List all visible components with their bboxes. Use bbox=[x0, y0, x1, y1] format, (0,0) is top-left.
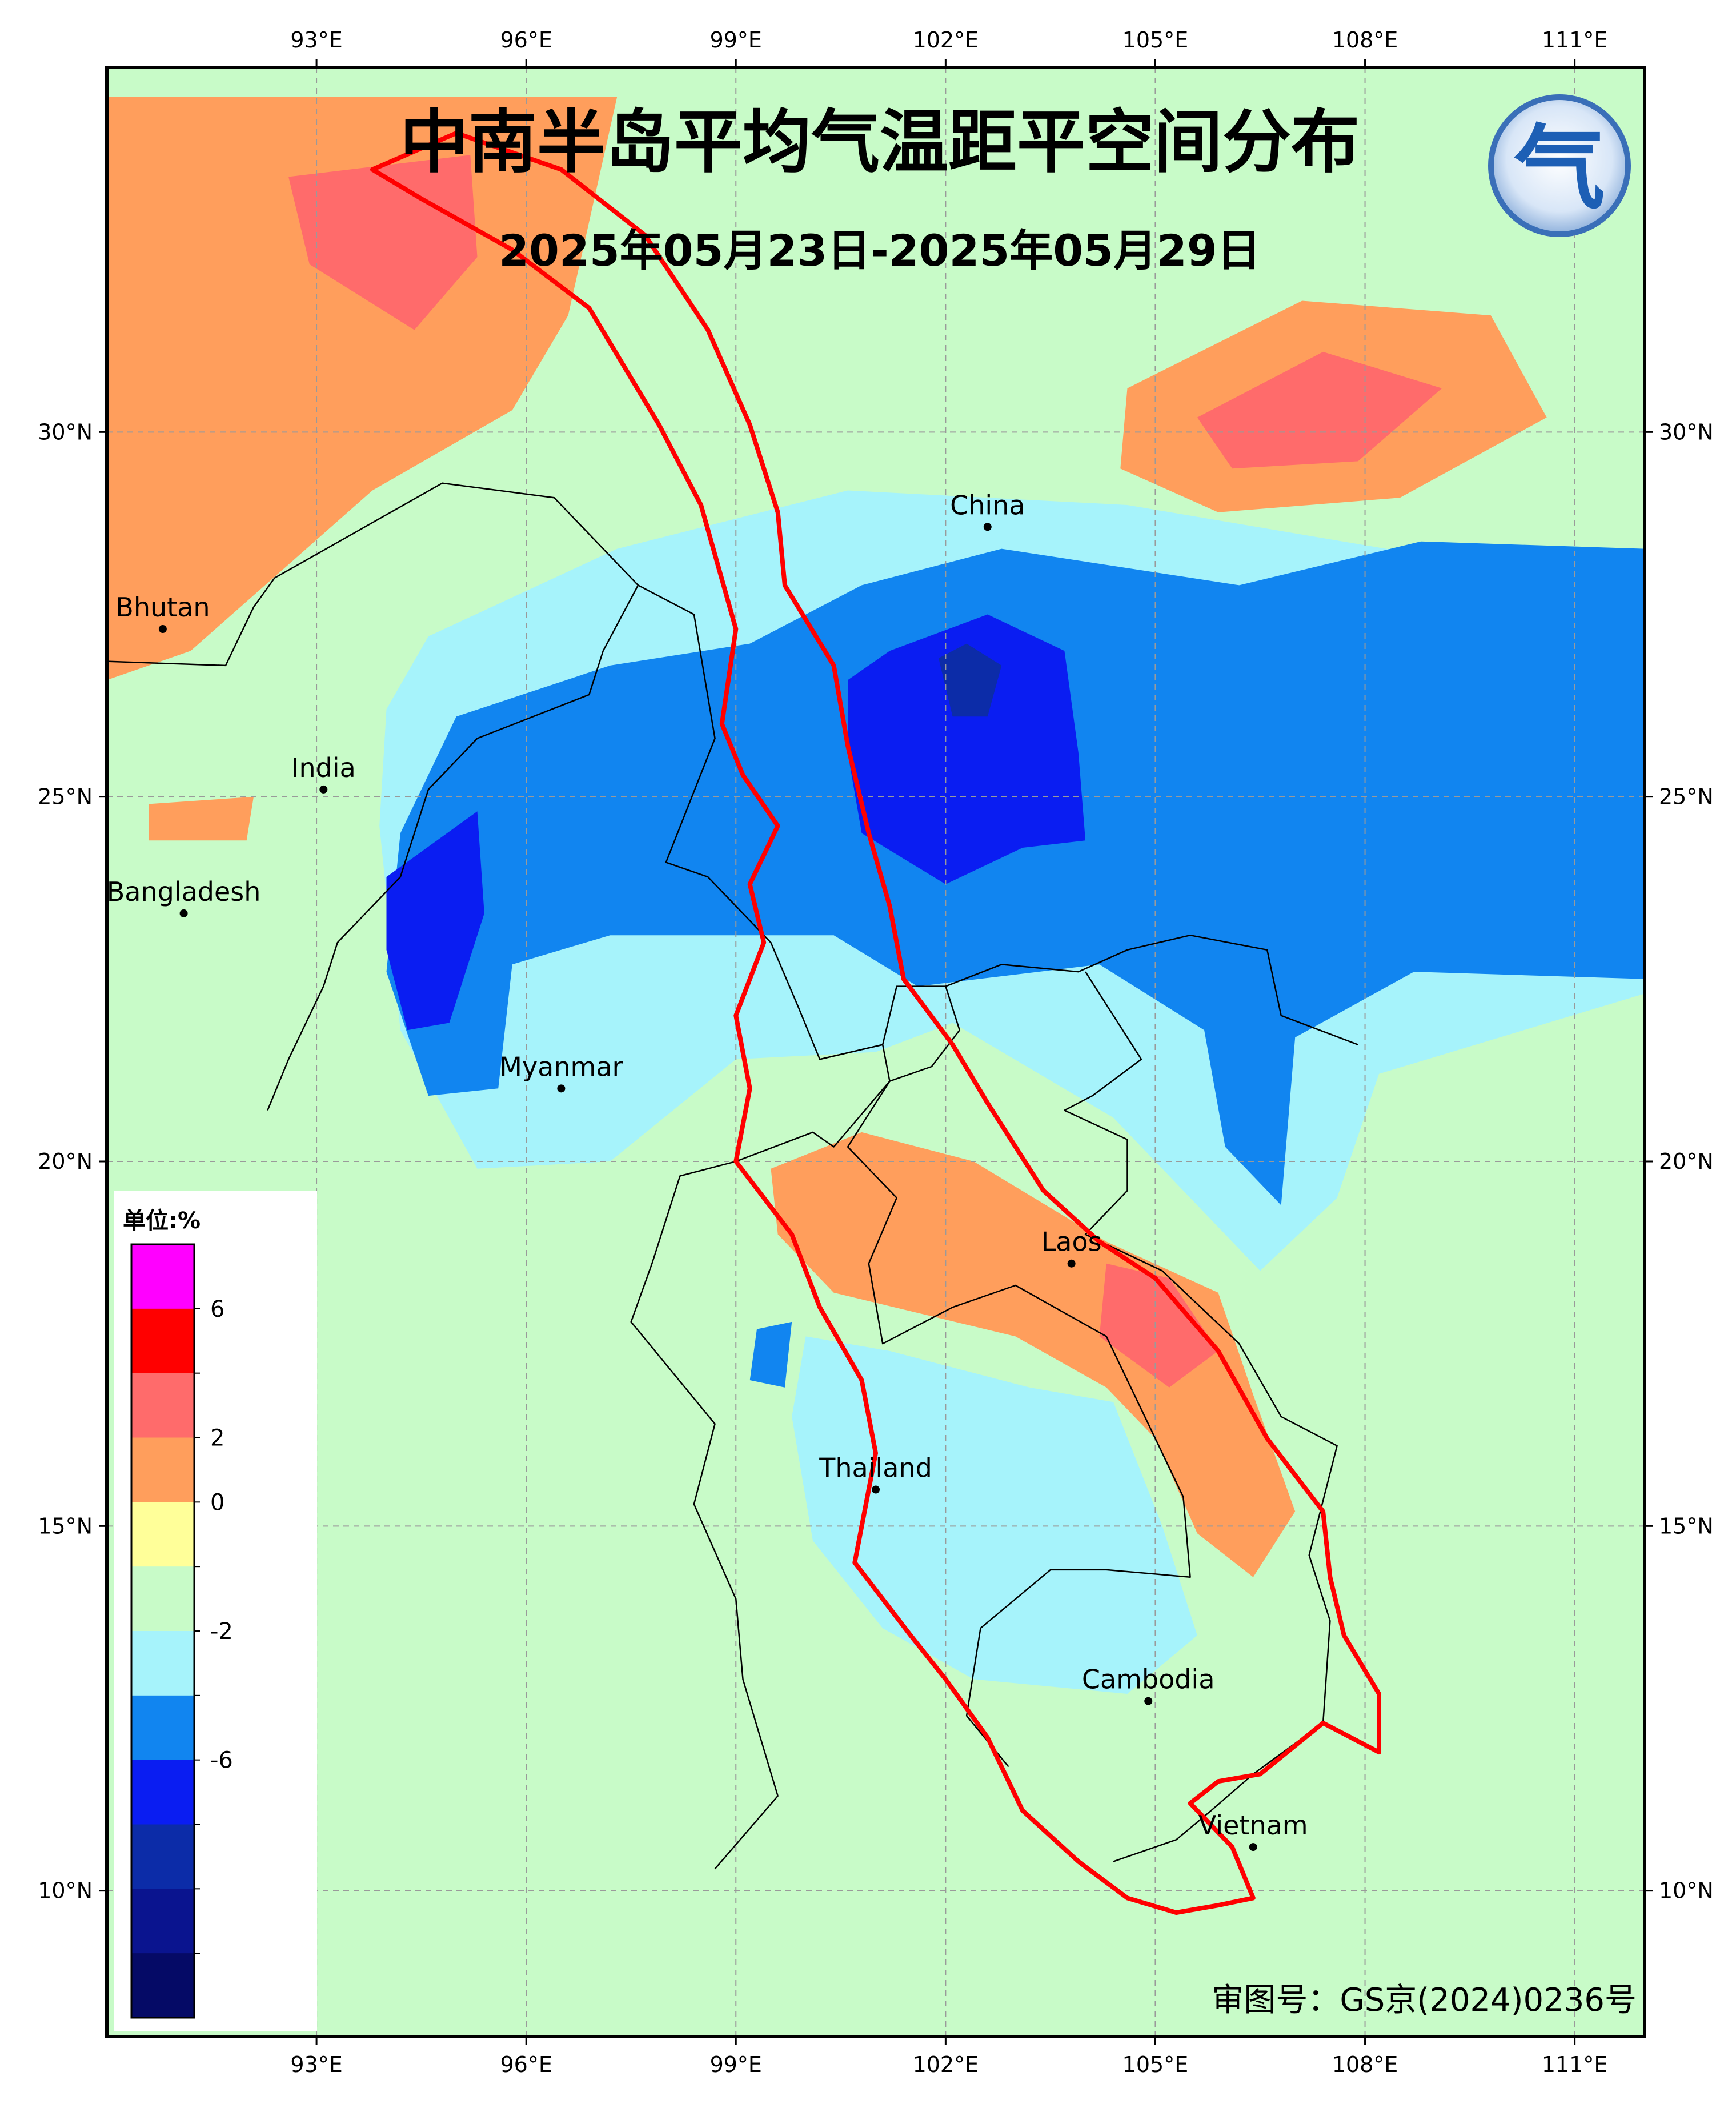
tick-label-lat-left: 30°N bbox=[38, 419, 93, 444]
anomaly-region-13 bbox=[1099, 1263, 1218, 1388]
place-marker-china bbox=[983, 523, 992, 531]
place-label-cambodia: Cambodia bbox=[1082, 1664, 1215, 1695]
place-label-myanmar: Myanmar bbox=[499, 1051, 623, 1082]
colorbar-tick-label: -6 bbox=[210, 1748, 233, 1774]
colorbar-ticks: 6 2 0 -2 -6 bbox=[194, 1296, 233, 1954]
tick-label-lon-bottom: 102°E bbox=[913, 2052, 979, 2077]
tick-label-lat-right: 25°N bbox=[1659, 784, 1714, 809]
tick-label-lon-top: 93°E bbox=[290, 27, 342, 53]
place-label-vietnam: Vietnam bbox=[1198, 1810, 1308, 1841]
tick-label-lon-bottom: 93°E bbox=[290, 2052, 342, 2077]
anomaly-region-0 bbox=[107, 97, 618, 680]
approval-number: 审图号：GS京(2024)0236号 bbox=[1212, 1982, 1637, 2019]
place-label-china: China bbox=[950, 490, 1025, 520]
colorbar-swatch-9 bbox=[131, 1824, 194, 1889]
map-frame bbox=[105, 66, 1646, 2038]
tick-label-lon-top: 105°E bbox=[1122, 27, 1189, 53]
colorbar-tick-label: 0 bbox=[210, 1489, 224, 1516]
place-marker-bangladesh bbox=[179, 909, 188, 917]
colorbar: 单位:% 6 2 0 -2 -6 bbox=[114, 1191, 317, 2031]
place-marker-laos bbox=[1067, 1259, 1076, 1268]
country-border-1 bbox=[638, 584, 1358, 1060]
lancang-mekong-basin-boundary bbox=[370, 130, 1381, 1915]
anomaly-region-10 bbox=[792, 1336, 1197, 1694]
place-marker-thailand bbox=[872, 1485, 880, 1494]
colorbar-swatch-8 bbox=[131, 1760, 194, 1825]
tick-label-lon-bottom: 111°E bbox=[1542, 2052, 1608, 2077]
tick-label-lon-top: 96°E bbox=[500, 27, 552, 53]
anomaly-fill-layer bbox=[107, 97, 1645, 1694]
colorbar-unit-label: 单位:% bbox=[123, 1208, 201, 1234]
place-label-laos: Laos bbox=[1041, 1227, 1102, 1257]
map-subtitle: 2025年05月23日-2025年05月29日 bbox=[499, 225, 1261, 276]
country-border-3 bbox=[847, 986, 1191, 1768]
tick-label-lon-bottom: 108°E bbox=[1332, 2052, 1398, 2077]
tick-label-lat-left: 25°N bbox=[38, 784, 93, 809]
place-label-thailand: Thailand bbox=[819, 1453, 932, 1484]
anomaly-region-1 bbox=[288, 155, 478, 330]
tick-label-lat-right: 20°N bbox=[1659, 1149, 1714, 1174]
tick-label-lon-top: 102°E bbox=[913, 27, 979, 53]
colorbar-swatch-10 bbox=[131, 1889, 194, 1954]
country-border-4 bbox=[1064, 971, 1338, 1862]
tick-label-lat-right: 30°N bbox=[1659, 419, 1714, 444]
tick-label-lon-bottom: 105°E bbox=[1122, 2052, 1189, 2077]
place-marker-bhutan bbox=[158, 625, 167, 634]
colorbar-tick-label: -2 bbox=[210, 1618, 233, 1645]
anomaly-region-3 bbox=[1197, 351, 1442, 469]
tick-label-lon-top: 99°E bbox=[710, 27, 762, 53]
place-marker-myanmar bbox=[557, 1084, 566, 1093]
anomaly-region-12 bbox=[771, 1132, 1296, 1577]
place-label-india: India bbox=[291, 752, 356, 783]
tick-label-lat-right: 15°N bbox=[1659, 1513, 1714, 1538]
colorbar-swatch-5 bbox=[131, 1566, 194, 1632]
place-marker-cambodia bbox=[1144, 1697, 1153, 1705]
colorbar-swatch-2 bbox=[131, 1373, 194, 1438]
colorbar-swatch-0 bbox=[131, 1244, 194, 1309]
anomaly-region-7 bbox=[386, 811, 484, 1031]
colorbar-swatch-4 bbox=[131, 1502, 194, 1567]
colorbar-swatches bbox=[131, 1244, 194, 2018]
logo-glyph: 气 bbox=[1514, 114, 1605, 222]
place-labels: China Bhutan India Bangladesh Myanmar Laos Tha… bbox=[107, 490, 1308, 1852]
place-marker-vietnam bbox=[1249, 1843, 1257, 1852]
anomaly-region-9 bbox=[939, 643, 1002, 717]
country-borders bbox=[107, 482, 1358, 1870]
colorbar-tick-label: 2 bbox=[210, 1425, 224, 1452]
place-label-bangladesh: Bangladesh bbox=[107, 876, 261, 907]
anomaly-region-11 bbox=[749, 1321, 792, 1388]
tick-label-lon-bottom: 96°E bbox=[500, 2052, 552, 2077]
country-border-0 bbox=[107, 482, 639, 1111]
map-area: China Bhutan India Bangladesh Myanmar Laos Tha… bbox=[107, 67, 1645, 2037]
tick-label-lat-left: 15°N bbox=[38, 1513, 93, 1538]
tick-label-lat-left: 20°N bbox=[38, 1149, 93, 1174]
tick-label-lat-right: 10°N bbox=[1659, 1878, 1714, 1903]
tick-label-lon-top: 108°E bbox=[1332, 27, 1398, 53]
colorbar-swatch-3 bbox=[131, 1437, 194, 1502]
tick-label-lon-bottom: 99°E bbox=[710, 2052, 762, 2077]
colorbar-swatch-6 bbox=[131, 1631, 194, 1696]
map-title: 中南半岛平均气温距平空间分布 bbox=[400, 103, 1360, 182]
colorbar-tick-label: 6 bbox=[210, 1296, 224, 1322]
anomaly-region-4 bbox=[149, 796, 254, 841]
cma-logo: 气 bbox=[1488, 94, 1631, 237]
country-border-2 bbox=[630, 1044, 891, 1870]
colorbar-swatch-1 bbox=[131, 1308, 194, 1374]
tick-label-lon-top: 111°E bbox=[1542, 27, 1608, 53]
anomaly-region-6 bbox=[386, 541, 1645, 1205]
tick-label-lat-left: 10°N bbox=[38, 1878, 93, 1903]
colorbar-swatch-7 bbox=[131, 1695, 194, 1761]
place-marker-india bbox=[319, 785, 328, 794]
colorbar-swatch-11 bbox=[131, 1953, 194, 2018]
axis-ticks: 93°E 93°E 96°E 96°E 99°E 99°E 102°E 102°E 105°E 1… bbox=[38, 27, 1714, 2077]
anomaly-region-8 bbox=[848, 614, 1086, 884]
place-label-bhutan: Bhutan bbox=[115, 592, 210, 623]
